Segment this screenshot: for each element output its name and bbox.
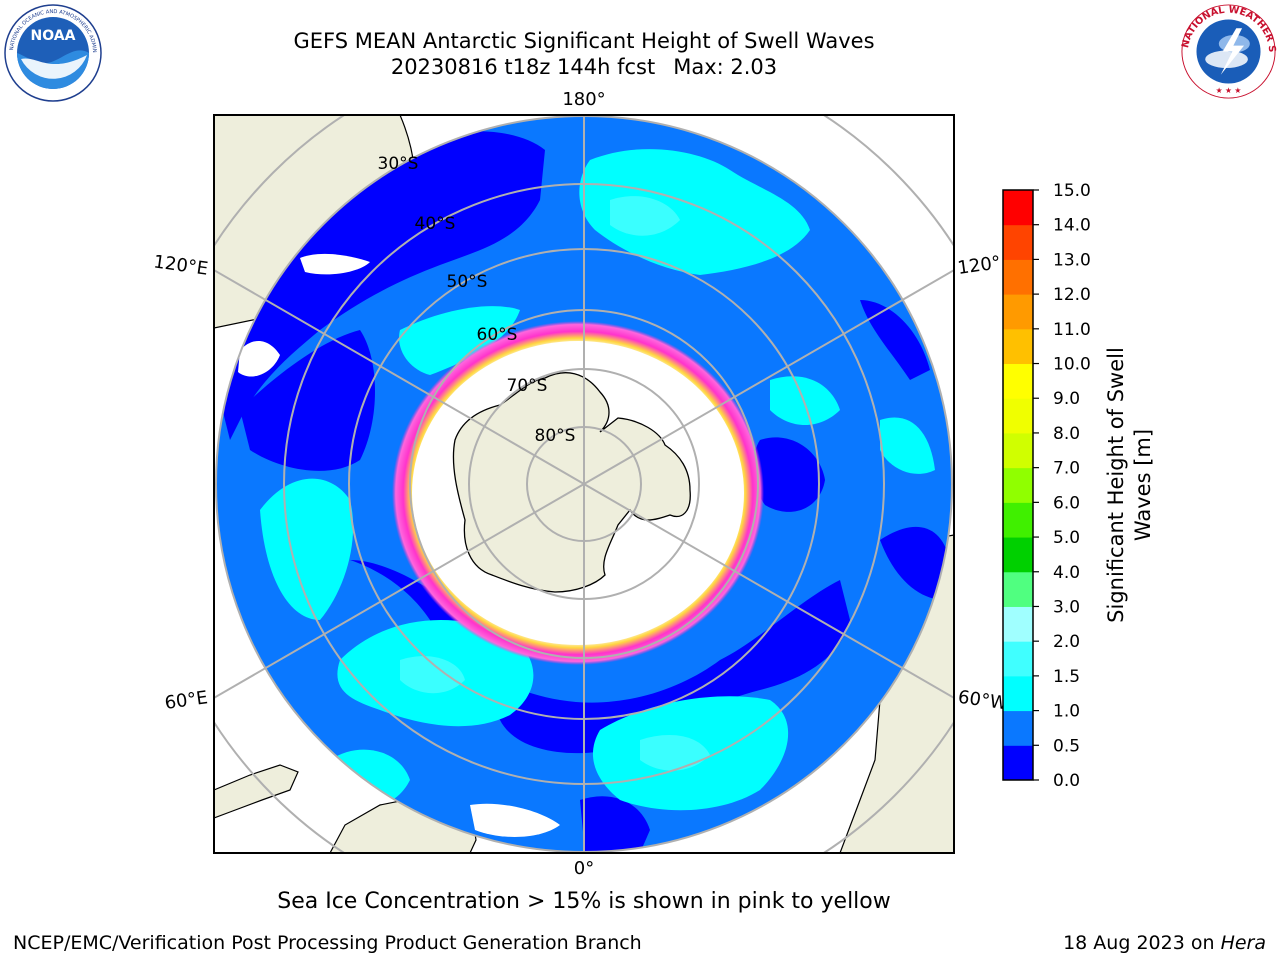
minor-ice	[238, 253, 560, 837]
lat-label-30s: 30°S	[378, 154, 419, 174]
colorbar-segment	[1003, 745, 1033, 781]
noaa-logo: NOAA NATIONAL OCEANIC AND ATMOSPHERIC AD…	[0, 0, 103, 103]
nws-logo: NATIONAL WEATHER SERVICE ★ ★ ★	[1176, 0, 1277, 100]
colorbar-segment	[1003, 398, 1033, 434]
colorbar-tick-label: 12.0	[1053, 285, 1091, 305]
sea-ice-note: Sea Ice Concentration > 15% is shown in …	[277, 889, 891, 914]
lat-label-70s: 70°S	[507, 376, 548, 396]
date-stamp: 18 Aug 2023 on Hera	[1063, 932, 1266, 954]
graticule	[214, 115, 954, 853]
colorbar-tick-label: 8.0	[1053, 424, 1080, 444]
lon-label-120w: 120°	[956, 252, 1002, 279]
max-value: Max: 2.03	[673, 55, 778, 79]
forecast-run: 20230816 t18z 144h fcst	[390, 55, 656, 79]
colorbar-label-line2: Waves [m]	[1131, 429, 1155, 541]
colorbar-segment	[1003, 502, 1033, 538]
colorbar-tick-label: 1.5	[1053, 667, 1080, 687]
lon-label-0: 0°	[574, 858, 594, 879]
lon-label-60w: 60°W	[957, 687, 1009, 715]
colorbar-segment	[1003, 432, 1033, 469]
lat-label-80s: 80°S	[535, 426, 576, 446]
colorbar-tick-label: 0.5	[1053, 736, 1080, 756]
colorbar-tick-label: 1.0	[1053, 702, 1080, 722]
colorbar-tick-label: 10.0	[1053, 355, 1091, 375]
colorbar-tick-label: 0.0	[1053, 771, 1080, 791]
lat-label-40s: 40°S	[415, 214, 456, 234]
colorbar-label-line1: Significant Height of Swell	[1104, 347, 1128, 623]
colorbar-segment	[1003, 537, 1033, 573]
credit-text: NCEP/EMC/Verification Post Processing Pr…	[13, 932, 642, 954]
colorbar-segment	[1003, 675, 1033, 712]
colorbar-tick-label: 6.0	[1053, 493, 1080, 513]
colorbar-tick-label: 14.0	[1053, 216, 1091, 236]
colorbar-segment	[1003, 467, 1033, 503]
colorbar-segment	[1003, 328, 1033, 365]
host-name: Hera	[1220, 932, 1266, 954]
colorbar-tick-label: 7.0	[1053, 459, 1080, 479]
colorbar-segment	[1003, 224, 1033, 260]
colorbar-tick-label: 9.0	[1053, 389, 1080, 409]
colorbar-tick-label: 15.0	[1053, 181, 1091, 201]
colorbar-tick-label: 11.0	[1053, 320, 1091, 340]
colorbar-segment	[1003, 641, 1033, 677]
colorbar-segment	[1003, 363, 1033, 399]
colorbar-segment	[1003, 190, 1033, 226]
colorbar-segment	[1003, 294, 1033, 330]
chart-subtitle: 20230816 t18z 144h fcst Max: 2.03	[214, 54, 954, 80]
lon-label-60e: 60°E	[163, 687, 209, 714]
colorbar-segment	[1003, 571, 1033, 607]
colorbar-tick-label: 5.0	[1053, 528, 1080, 548]
colorbar-tick-label: 3.0	[1053, 597, 1080, 617]
colorbar-segment	[1003, 606, 1033, 642]
svg-text:★ ★ ★: ★ ★ ★	[1216, 86, 1242, 95]
svg-text:NOAA: NOAA	[31, 28, 76, 44]
colorbar-frame	[1002, 189, 1034, 781]
lon-label-120e: 120°E	[152, 251, 209, 279]
colorbar-tick-label: 2.0	[1053, 632, 1080, 652]
colorbar-tick-label: 13.0	[1053, 250, 1091, 270]
lat-label-50s: 50°S	[447, 272, 488, 292]
colorbar-tick-label: 4.0	[1053, 563, 1080, 583]
map-frame	[213, 114, 955, 854]
lon-label-180: 180°	[562, 89, 605, 110]
lat-label-60s: 60°S	[477, 325, 518, 345]
colorbar: 0.0 0.5 1.0 1.5 2.0 3.0 4.0 5.0 6.0 7.0 8.0 9.0 10.0…	[1002, 181, 1091, 791]
chart-title: GEFS MEAN Antarctic Significant Height o…	[293, 29, 875, 53]
colorbar-segment	[1003, 259, 1033, 295]
colorbar-segment	[1003, 710, 1033, 746]
antarctica	[452, 372, 691, 593]
